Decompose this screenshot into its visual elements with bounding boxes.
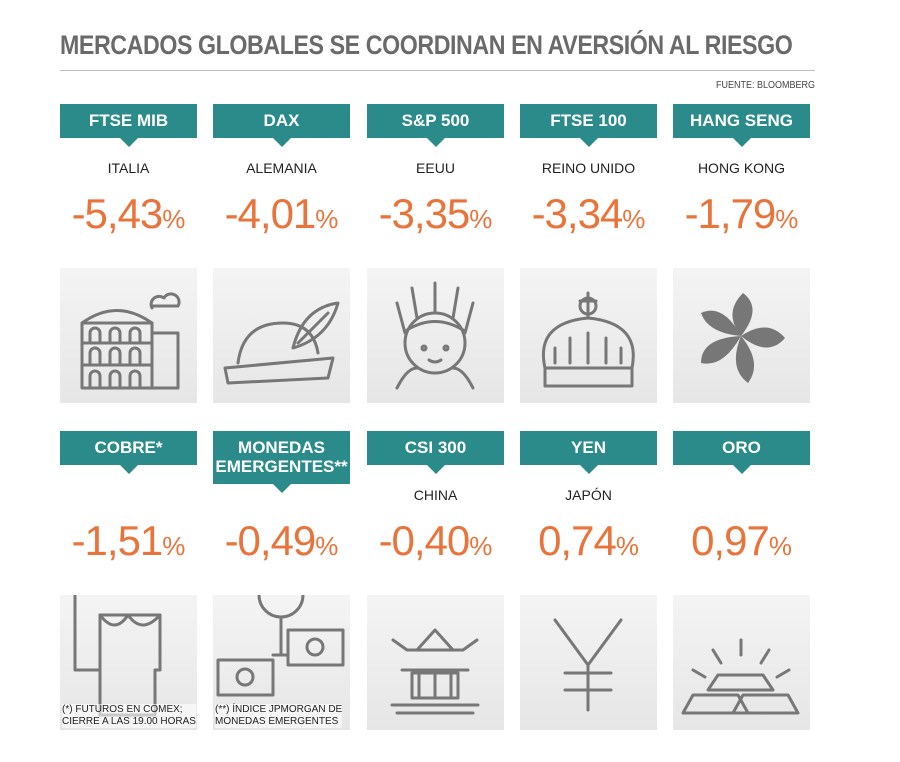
icon-graphic: [80, 292, 181, 390]
banner: COBRE*: [60, 431, 197, 474]
icon: [673, 268, 810, 403]
title-rule: [60, 70, 815, 71]
tile: S&P 500 EEUU -3,35%: [367, 104, 504, 403]
icon: [520, 268, 657, 403]
tile: (*) FUTUROS EN COMEX; CIERRE A LAS 19.00 …: [60, 431, 197, 730]
change-value: -1,51: [71, 517, 164, 564]
country: ALEMANIA: [246, 160, 317, 176]
country: EEUU: [416, 160, 455, 176]
icon-graphic: [553, 618, 623, 712]
value: -0,49%: [213, 517, 350, 565]
change-value: -5,43: [71, 190, 164, 237]
value: -3,34%: [520, 190, 657, 238]
banner-label: YEN: [571, 438, 606, 457]
footnote-line: (*) FUTUROS EN COMEX;: [62, 704, 183, 715]
country: ITALIA: [107, 160, 150, 176]
country: CHINA: [413, 487, 458, 503]
banner: S&P 500: [367, 104, 504, 147]
icon: [367, 595, 504, 730]
banner-label: ORO: [722, 438, 761, 457]
icon-graphic: [395, 281, 475, 390]
icon: (**) ÍNDICE JPMORGAN DE MONEDAS EMERGENTE…: [213, 595, 350, 730]
tile: DAX ALEMANIA -4,01%: [213, 104, 350, 403]
icon-graphic: [216, 595, 345, 697]
country: REINO UNIDO: [541, 160, 636, 176]
banner-label: DAX: [263, 111, 300, 130]
unit: %: [775, 204, 799, 234]
tile: (**) ÍNDICE JPMORGAN DE MONEDAS EMERGENTE…: [213, 431, 350, 730]
change-value: 0,97: [691, 517, 770, 564]
title: MERCADOS GLOBALES SE COORDINAN EN AVERSI…: [60, 30, 793, 60]
icon-graphic: [681, 638, 800, 715]
icon-graphic: [223, 301, 340, 385]
tile: ORO 0,97%: [673, 431, 810, 730]
unit: %: [315, 531, 339, 561]
change-value: 0,74: [538, 517, 617, 564]
value: -1,51%: [60, 517, 197, 565]
banner-label: FTSE 100: [550, 111, 627, 130]
value: -0,40%: [367, 517, 504, 565]
banner: FTSE MIB: [60, 104, 197, 147]
banner: YEN: [520, 431, 657, 474]
icon: [213, 268, 350, 403]
footnote: (**) ÍNDICE JPMORGAN DE MONEDAS EMERGENTE…: [215, 704, 343, 728]
country: JAPÓN: [565, 487, 612, 503]
source: FUENTE: BLOOMBERG: [715, 80, 815, 91]
icon-graphic: [542, 291, 635, 388]
tile: FTSE 100 REINO UNIDO -3,34%: [520, 104, 657, 403]
unit: %: [315, 204, 339, 234]
footnote-line: MONEDAS EMERGENTES: [215, 716, 339, 727]
tile: FTSE MIB ITALIA -5,43%: [60, 104, 197, 403]
footnote-line: (**) ÍNDICE JPMORGAN DE: [215, 704, 343, 715]
banner-label: EMERGENTES**: [215, 457, 348, 476]
icon: [367, 268, 504, 403]
banner: MONEDAS EMERGENTES**: [213, 431, 350, 493]
country: HONG KONG: [697, 160, 786, 176]
tile: CSI 300 CHINA -0,40%: [367, 431, 504, 730]
value: 0,97%: [673, 517, 810, 565]
unit: %: [162, 531, 186, 561]
country: [673, 487, 810, 505]
banner: FTSE 100: [520, 104, 657, 147]
banner: CSI 300: [367, 431, 504, 474]
banner-label: S&P 500: [401, 111, 470, 130]
banner: DAX: [213, 104, 350, 147]
value: -5,43%: [60, 190, 197, 238]
icon: (*) FUTUROS EN COMEX; CIERRE A LAS 19.00 …: [60, 595, 197, 730]
banner: HANG SENG: [673, 104, 810, 147]
footnote-line: CIERRE A LAS 19.00 HORAS: [62, 716, 196, 727]
value: -4,01%: [213, 190, 350, 238]
value: -1,79%: [673, 190, 810, 238]
country: [60, 487, 197, 505]
change-value: -4,01: [224, 190, 317, 237]
change-value: -3,35: [378, 190, 471, 237]
banner-label: CSI 300: [404, 438, 467, 457]
icon: [60, 268, 197, 403]
icon: [520, 595, 657, 730]
footnote: (*) FUTUROS EN COMEX; CIERRE A LAS 19.00 …: [62, 704, 196, 728]
icon-graphic: [701, 293, 785, 383]
change-value: -0,49: [224, 517, 317, 564]
banner: ORO: [673, 431, 810, 474]
unit: %: [615, 531, 639, 561]
tile: YEN JAPÓN 0,74%: [520, 431, 657, 730]
value: -3,35%: [367, 190, 504, 238]
unit: %: [622, 204, 646, 234]
tile: HANG SENG HONG KONG -1,79%: [673, 104, 810, 403]
banner-label: MONEDAS: [238, 438, 325, 457]
icon: [673, 595, 810, 730]
change-value: -3,34: [531, 190, 624, 237]
banner-label: FTSE MIB: [88, 111, 169, 130]
change-value: -1,79: [684, 190, 777, 237]
value: 0,74%: [520, 517, 657, 565]
icon-graphic: [390, 628, 480, 715]
banner-label: HANG SENG: [690, 111, 793, 130]
unit: %: [768, 531, 792, 561]
unit: %: [469, 204, 493, 234]
unit: %: [162, 204, 186, 234]
change-value: -0,40: [378, 517, 471, 564]
banner-label: COBRE*: [94, 438, 163, 457]
unit: %: [469, 531, 493, 561]
